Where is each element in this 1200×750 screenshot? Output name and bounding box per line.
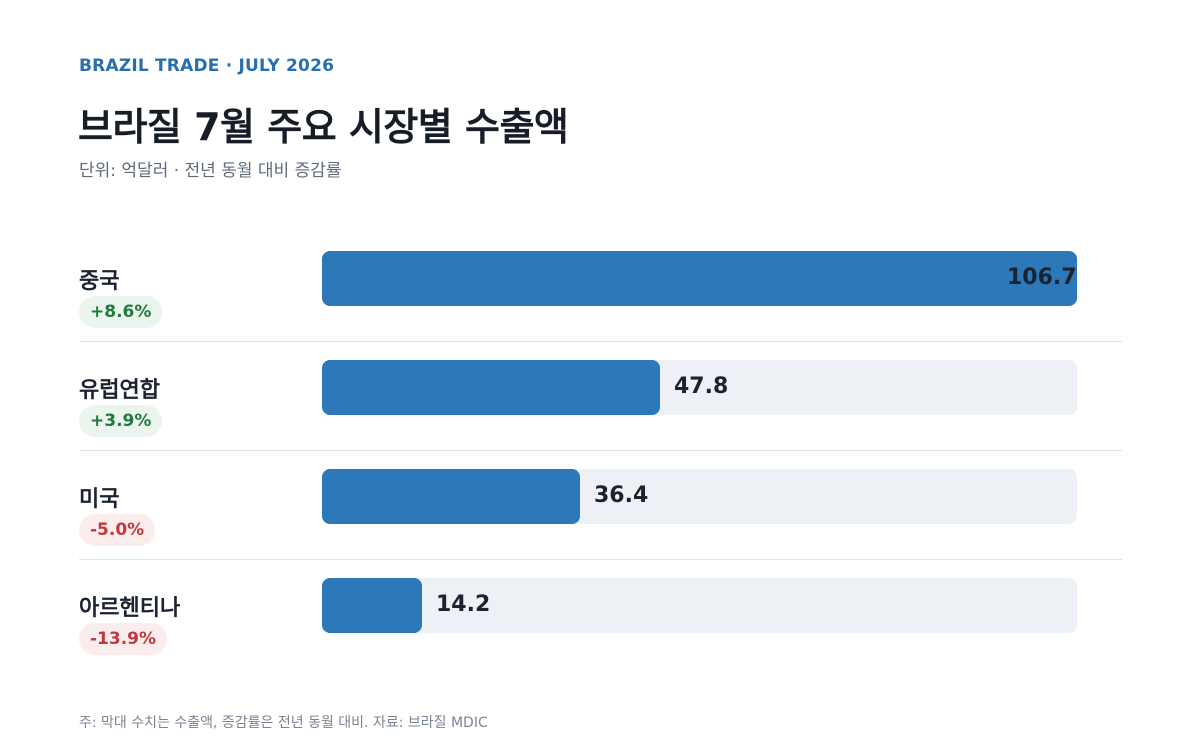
- bar: [322, 360, 660, 415]
- bar-row: 미국 -5.0% 36.4: [0, 469, 1200, 578]
- eyebrow-label: BRAZIL TRADE · JULY 2026: [79, 56, 335, 76]
- bar: [322, 251, 1077, 306]
- change-badge: +8.6%: [79, 296, 163, 328]
- page-subtitle: 단위: 억달러 · 전년 동월 대비 증감률: [79, 161, 342, 181]
- bar-row: 중국 +8.6% 106.7: [0, 251, 1200, 360]
- bar-value-label: 14.2: [436, 592, 491, 617]
- footnote: 주: 막대 수치는 수출액, 증감률은 전년 동월 대비. 자료: 브라질 MD…: [79, 715, 488, 731]
- bar-value-label: 36.4: [594, 483, 649, 508]
- category-label: 중국: [79, 269, 120, 294]
- change-badge: +3.9%: [79, 405, 163, 437]
- category-label: 유럽연합: [79, 378, 160, 403]
- change-badge: -5.0%: [79, 514, 156, 546]
- row-divider: [79, 341, 1122, 342]
- bar: [322, 578, 422, 633]
- bar-track: 14.2: [322, 578, 1077, 633]
- bar-value-label: 47.8: [674, 374, 729, 399]
- row-divider: [79, 450, 1122, 451]
- page-title: 브라질 7월 주요 시장별 수출액: [78, 105, 569, 149]
- row-divider: [79, 559, 1122, 560]
- category-label: 아르헨티나: [79, 596, 181, 621]
- bar-row: 아르헨티나 -13.9% 14.2: [0, 578, 1200, 687]
- bar-row: 유럽연합 +3.9% 47.8: [0, 360, 1200, 469]
- bar-value-label: 106.7: [1007, 265, 1077, 290]
- bar: [322, 469, 580, 524]
- bar-track: 36.4: [322, 469, 1077, 524]
- category-label: 미국: [79, 487, 120, 512]
- bar-track: 106.7: [322, 251, 1077, 306]
- change-badge: -13.9%: [79, 623, 168, 655]
- bar-track: 47.8: [322, 360, 1077, 415]
